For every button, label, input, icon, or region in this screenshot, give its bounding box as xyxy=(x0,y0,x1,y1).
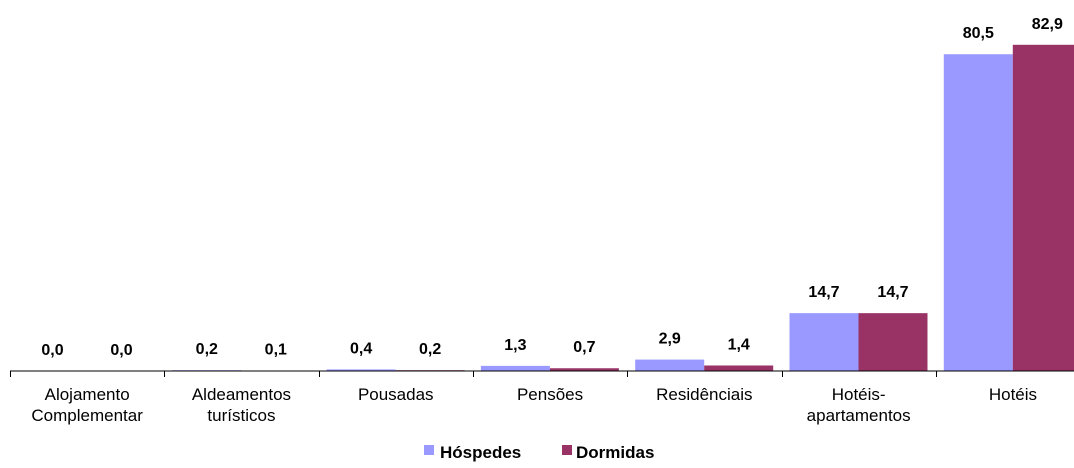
value-label: 0,7 xyxy=(573,339,595,356)
legend-label: Dormidas xyxy=(576,443,654,462)
bar-h-spedes-4 xyxy=(635,360,704,371)
value-label: 0,2 xyxy=(196,341,218,358)
legend: Hóspedes Dormidas xyxy=(424,443,654,462)
category-label: Hotéis xyxy=(989,385,1037,404)
bar-dormidas-4 xyxy=(704,365,773,371)
bar-h-spedes-6 xyxy=(944,54,1013,371)
bar-dormidas-5 xyxy=(859,313,928,371)
legend-label: Hóspedes xyxy=(440,443,521,462)
value-label: 80,5 xyxy=(963,25,994,42)
value-label: 0,2 xyxy=(419,341,441,358)
value-label: 14,7 xyxy=(808,284,839,301)
bars-group xyxy=(172,45,1074,371)
value-label: 0,1 xyxy=(265,342,287,359)
category-label: Pensões xyxy=(517,385,583,404)
value-label: 82,9 xyxy=(1032,16,1063,33)
value-labels-group: 0,0 0,2 0,4 1,3 2,9 14,7 80,5 0,0 0,1 0,2 0,7 1,4 14… xyxy=(41,16,1063,359)
category-label: Pousadas xyxy=(358,385,434,404)
bar-h-spedes-5 xyxy=(790,313,859,371)
x-axis-ticks xyxy=(11,371,1074,377)
value-label: 2,9 xyxy=(659,331,681,348)
value-label: 14,7 xyxy=(877,284,908,301)
category-label: Residênciais xyxy=(656,385,752,404)
category-label: Hotéis-apartamentos xyxy=(807,385,911,425)
value-label: 0,4 xyxy=(350,340,372,357)
value-label: 1,3 xyxy=(504,337,526,354)
value-label: 1,4 xyxy=(728,336,750,353)
value-label: 0,0 xyxy=(110,342,132,359)
value-label: 0,0 xyxy=(41,342,63,359)
legend-swatch xyxy=(562,445,572,455)
legend-swatch xyxy=(424,445,434,455)
bar-dormidas-6 xyxy=(1013,45,1074,371)
bar-h-spedes-3 xyxy=(481,366,550,371)
